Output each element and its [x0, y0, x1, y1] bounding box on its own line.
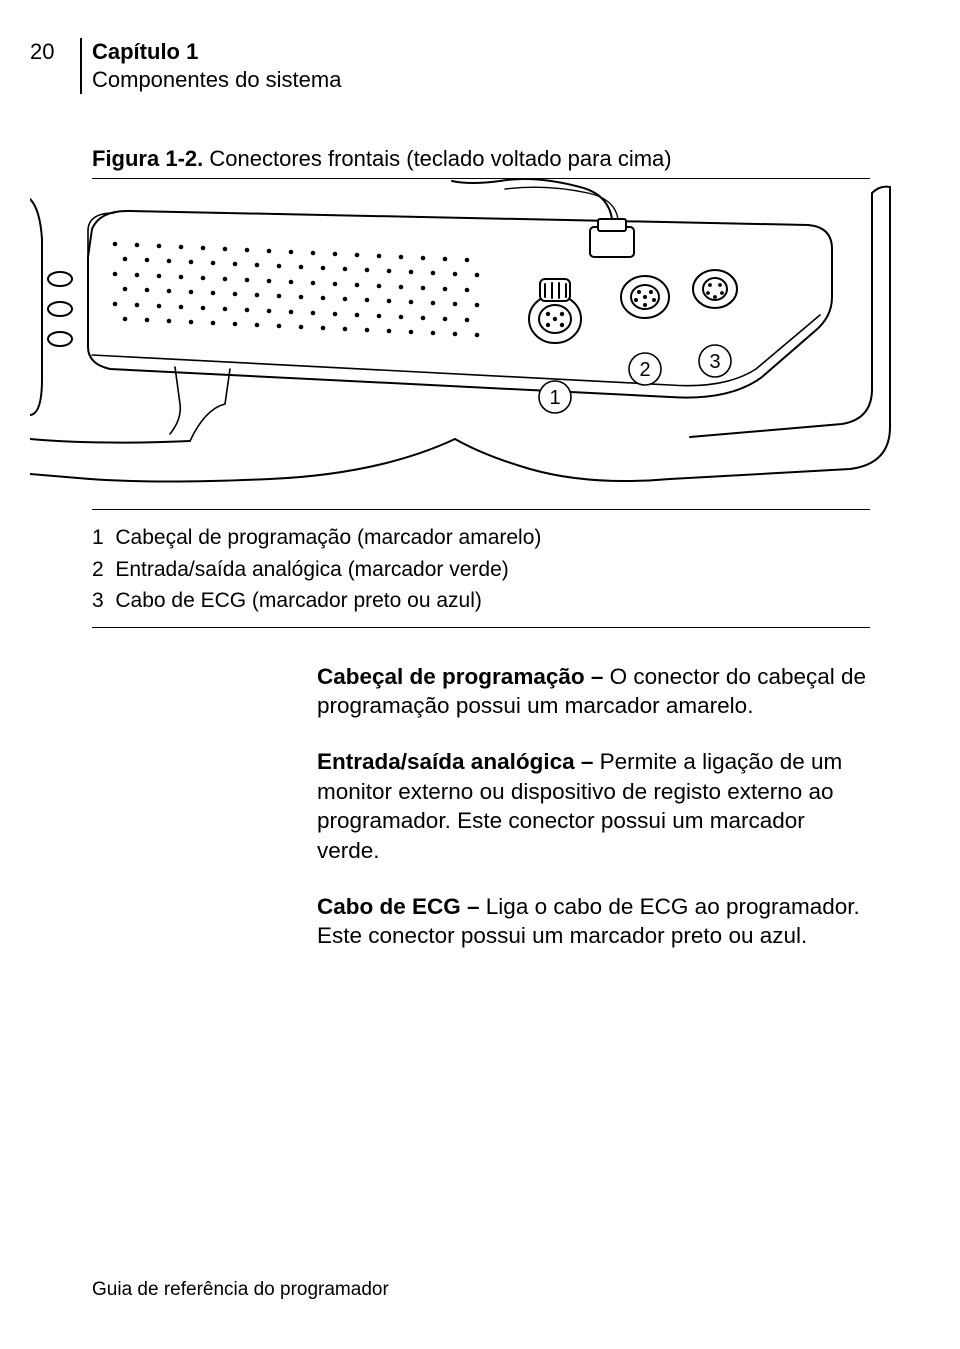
legend-num: 1: [92, 526, 104, 549]
paragraph: Cabeçal de programação – O conector do c…: [317, 662, 870, 721]
figure-title: Conectores frontais (teclado voltado par…: [209, 146, 671, 171]
header-titles: Capítulo 1 Componentes do sistema: [92, 38, 341, 93]
legend-item: 2 Entrada/saída analógica (marcador verd…: [92, 554, 870, 586]
page-number: 20: [30, 38, 80, 66]
legend-text: Cabeçal de programação (marcador amarelo…: [115, 526, 541, 549]
legend-bottom-rule: [92, 627, 870, 628]
legend-text: Entrada/saída analógica (marcador verde): [115, 558, 508, 581]
figure-label: Figura 1-2.: [92, 146, 203, 171]
figure-legend: 1 Cabeçal de programação (marcador amare…: [92, 522, 870, 617]
legend-text: Cabo de ECG (marcador preto ou azul): [115, 589, 482, 612]
page: 20 Capítulo 1 Componentes do sistema Fig…: [0, 0, 960, 1349]
callout-1: 1: [549, 387, 560, 409]
callout-3: 3: [709, 351, 720, 373]
footer-text: Guia de referência do programador: [92, 1279, 389, 1301]
figure-illustration: 1 2 3: [30, 179, 900, 509]
paragraph-title: Cabo de ECG –: [317, 894, 480, 919]
page-header: 20 Capítulo 1 Componentes do sistema: [30, 38, 870, 94]
legend-num: 2: [92, 558, 104, 581]
paragraph: Entrada/saída analógica – Permite a liga…: [317, 747, 870, 866]
header-divider: [80, 38, 82, 94]
device-drawing: 1 2 3: [30, 179, 900, 509]
paragraph-title: Cabeçal de programação –: [317, 664, 603, 689]
paragraph-title: Entrada/saída analógica –: [317, 749, 593, 774]
figure-caption: Figura 1-2. Conectores frontais (teclado…: [92, 146, 870, 172]
chapter-title: Capítulo 1: [92, 38, 341, 66]
legend-num: 3: [92, 589, 104, 612]
section-title: Componentes do sistema: [92, 66, 341, 94]
paragraph: Cabo de ECG – Liga o cabo de ECG ao prog…: [317, 892, 870, 951]
figure-bottom-rule: [92, 509, 870, 510]
legend-item: 1 Cabeçal de programação (marcador amare…: [92, 522, 870, 554]
callout-2: 2: [639, 359, 650, 381]
body-text: Cabeçal de programação – O conector do c…: [317, 662, 870, 952]
content-area: Figura 1-2. Conectores frontais (teclado…: [92, 146, 870, 951]
legend-item: 3 Cabo de ECG (marcador preto ou azul): [92, 585, 870, 617]
